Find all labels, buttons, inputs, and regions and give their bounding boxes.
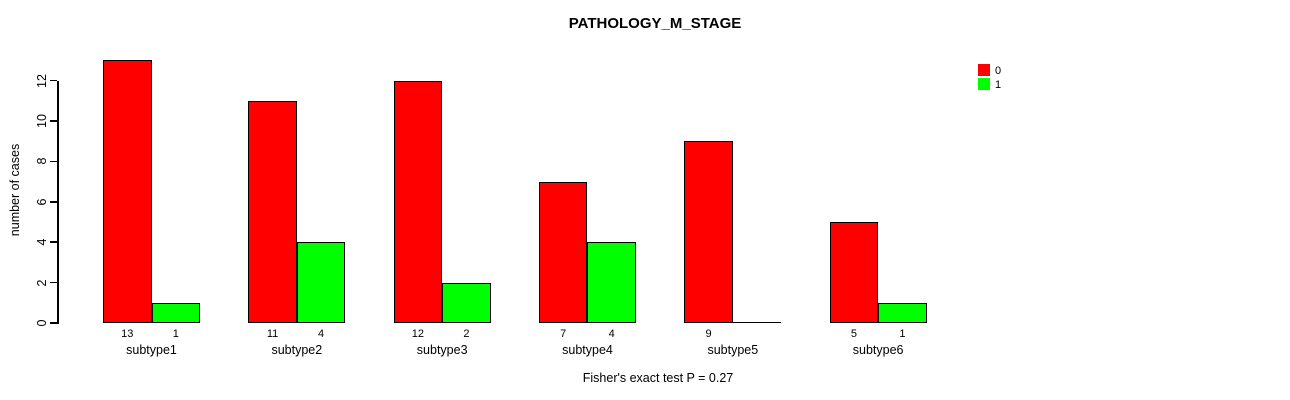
bar-count-label: 4	[608, 328, 615, 340]
y-tick-mark	[50, 201, 57, 203]
legend-color-swatch-1	[978, 77, 990, 90]
bar-count-label: 7	[560, 328, 567, 340]
legend-item-label: 1	[995, 78, 1002, 91]
y-tick-mark	[50, 281, 57, 284]
bar-count-label: 9	[705, 328, 712, 340]
y-axis-line	[57, 80, 59, 325]
category-label-subtype3: subtype3	[416, 343, 468, 357]
bar-subtype1-1	[151, 302, 200, 323]
bar-subtype4-0	[538, 181, 588, 323]
category-label-subtype4: subtype4	[562, 343, 613, 357]
bar-subtype5-0	[684, 141, 733, 323]
y-tick-label: 4	[35, 238, 49, 246]
bar-subtype6-1	[878, 302, 927, 323]
bar-subtype3-0	[393, 80, 443, 323]
legend-color-swatch-0	[978, 64, 990, 76]
y-tick-mark	[50, 79, 57, 82]
bar-count-label: 5	[850, 328, 857, 340]
category-label-subtype2: subtype2	[271, 343, 323, 357]
bar-count-label: 11	[266, 328, 279, 340]
y-tick-mark	[50, 241, 57, 243]
bar-subtype5-1-zero	[732, 321, 782, 323]
bar-count-label: 2	[463, 328, 470, 340]
y-tick-mark	[50, 120, 57, 122]
bar-subtype2-1	[296, 242, 346, 323]
bar-subtype3-1	[442, 282, 491, 323]
y-tick-mark	[50, 322, 57, 324]
chart-title: PATHOLOGY_M_STAGE	[568, 15, 742, 32]
bar-count-label: 12	[411, 328, 425, 340]
bar-count-label: 4	[318, 328, 325, 340]
bar-count-label: 1	[172, 328, 179, 340]
legend-item-label: 0	[995, 65, 1002, 77]
category-label-subtype1: subtype1	[126, 343, 177, 357]
y-tick-label: 10	[35, 114, 49, 128]
y-tick-label: 6	[35, 198, 49, 206]
bar-subtype6-0	[829, 222, 879, 323]
y-axis-title: number of cases	[8, 143, 22, 237]
bar-subtype1-0	[103, 60, 152, 323]
y-tick-label: 2	[35, 279, 49, 287]
category-label-subtype6: subtype6	[852, 343, 904, 357]
bar-subtype2-0	[248, 100, 297, 323]
y-tick-label: 8	[35, 157, 49, 165]
y-tick-mark	[50, 160, 57, 163]
bar-count-label: 13	[121, 328, 134, 340]
y-tick-label: 12	[35, 73, 49, 88]
bar-subtype4-1	[587, 242, 636, 323]
bar-count-label: 1	[899, 328, 906, 340]
fisher-test-caption: Fisher's exact test P = 0.27	[582, 371, 734, 385]
y-tick-label: 0	[35, 319, 49, 327]
category-label-subtype5: subtype5	[707, 343, 759, 357]
